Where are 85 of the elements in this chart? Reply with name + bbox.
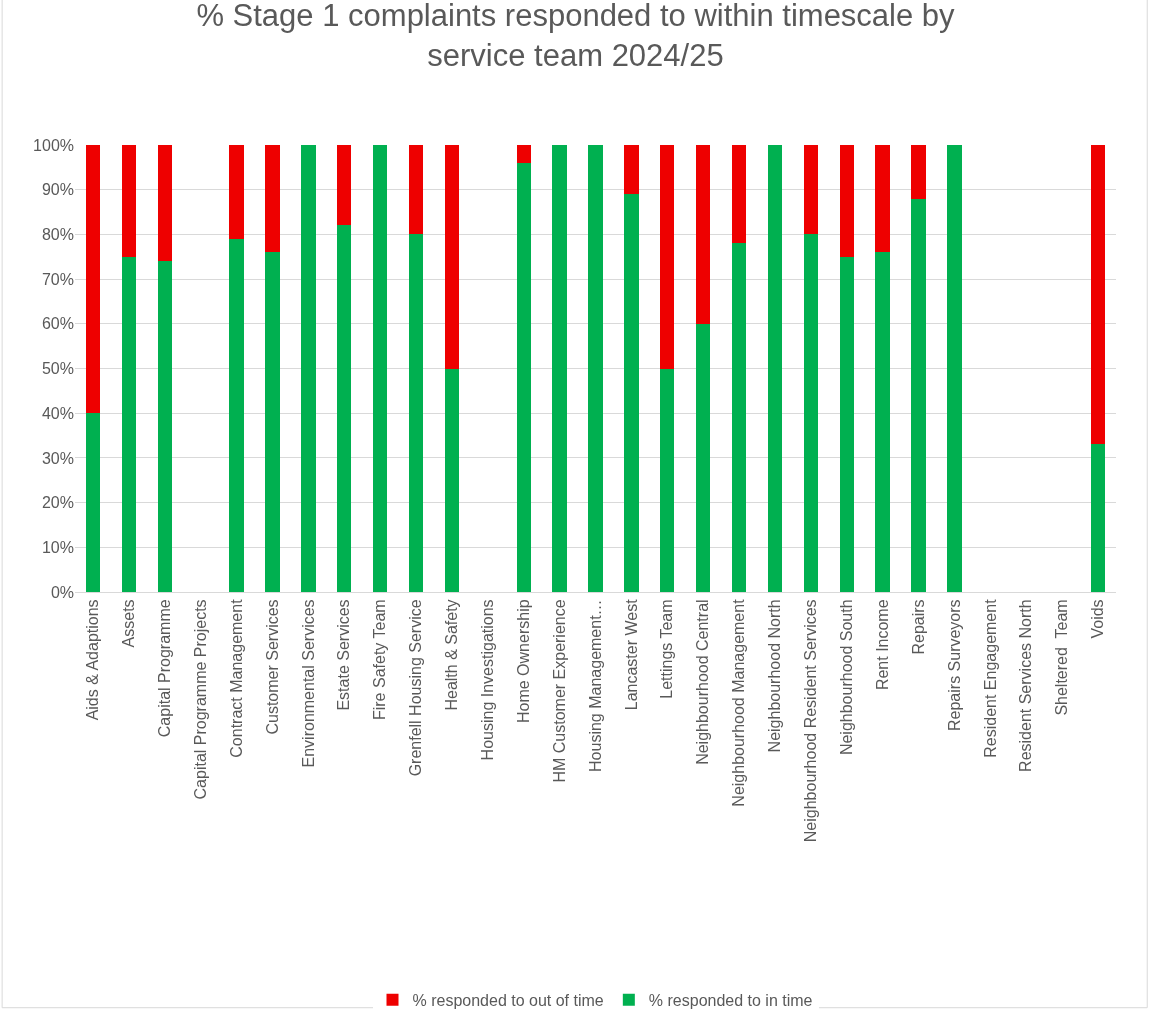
bar: [337, 225, 352, 592]
x-tick-label: Neighbourhood South: [837, 599, 855, 756]
x-tick-label: Neighbourhood Management: [730, 598, 748, 807]
bar: [516, 145, 531, 163]
x-tick-label: Grenfell Housing Service: [407, 599, 425, 777]
y-tick-label: 100%: [33, 136, 74, 154]
bar: [767, 145, 783, 592]
y-tick-label: 40%: [41, 404, 74, 422]
x-tick-label: Health & Safety: [443, 599, 461, 711]
x-tick-label: Rent Income: [873, 599, 891, 691]
bar: [408, 234, 424, 592]
bar: [731, 243, 747, 592]
bar: [624, 145, 639, 195]
bar: [911, 198, 926, 592]
bar: [1090, 444, 1106, 592]
bar: [265, 145, 280, 253]
x-tick-label: Estate Services: [335, 599, 353, 711]
bar: [696, 145, 711, 324]
bar: [624, 194, 639, 592]
bar: [552, 145, 567, 592]
legend-label: % responded to out of time: [412, 991, 604, 1009]
bar: [85, 413, 101, 592]
bar: [660, 145, 675, 369]
x-tick-label: Capital Programme Projects: [191, 599, 209, 800]
bar: [875, 145, 890, 253]
bar: [1090, 145, 1106, 445]
y-tick-label: 80%: [41, 226, 74, 243]
chart-title: % Stage 1 complaints responded to within timescale by service team 2024/25: [196, 0, 956, 73]
x-tick-label: Fire Safety Team: [371, 599, 389, 721]
bar: [85, 145, 101, 414]
x-tick-label: Lancaster West: [622, 598, 640, 711]
x-tick-label: Aids & Adaptions: [84, 599, 102, 721]
bar: [588, 145, 603, 592]
bar: [337, 145, 352, 226]
x-tick-label: Resident Services North: [1017, 599, 1035, 772]
bar: [301, 145, 316, 592]
y-tick-label: 70%: [41, 270, 74, 288]
bar: [157, 261, 172, 592]
x-tick-label: Contract Management: [227, 598, 245, 758]
bar: [839, 256, 854, 592]
x-tick-label: Neighbourhood Resident Services: [802, 599, 820, 843]
bar: [696, 323, 711, 592]
x-tick-label: Housing Investigations: [479, 599, 497, 761]
bar: [157, 145, 172, 262]
y-tick-label: 10%: [41, 538, 74, 556]
bar: [911, 145, 926, 199]
x-tick-label: Capital Programme: [155, 599, 173, 738]
x-tick-label: Home Ownership: [514, 599, 532, 724]
y-tick-label: 50%: [41, 360, 74, 378]
bar: [947, 145, 962, 592]
bar: [229, 145, 244, 239]
bar: [803, 145, 819, 235]
x-tick-label: Voids: [1089, 599, 1107, 639]
bar: [444, 368, 460, 592]
bar: [803, 234, 819, 592]
x-tick-label: Sheltered Team: [1053, 599, 1071, 716]
bar: [875, 252, 890, 592]
x-tick-label: Environmental Services: [299, 599, 317, 768]
bar: [265, 252, 280, 592]
bar: [121, 145, 137, 257]
legend-label: % responded to in time: [648, 991, 813, 1009]
x-tick-label: Neighbourhood North: [766, 599, 784, 753]
x-tick-label: Assets: [120, 599, 138, 648]
bar: [660, 368, 675, 592]
bar: [731, 145, 747, 244]
x-tick-label: Housing Management…: [586, 599, 604, 772]
x-tick-label: Lettings Team: [658, 599, 676, 699]
bar: [372, 145, 388, 592]
x-tick-label: Repairs: [909, 599, 927, 655]
x-tick-label: Neighbourhood Central: [694, 599, 712, 765]
x-tick-label: Repairs Surveyors: [945, 599, 963, 732]
y-tick-label: 30%: [41, 449, 74, 467]
y-tick-label: 90%: [41, 181, 74, 199]
bar: [229, 238, 244, 592]
bar: [408, 145, 424, 235]
bar: [839, 145, 854, 257]
bar: [444, 145, 460, 369]
y-tick-label: 60%: [41, 315, 74, 333]
x-tick-label: HM Customer Experience: [550, 599, 568, 783]
x-tick-label: Customer Services: [263, 599, 281, 735]
x-tick-label: Resident Engagement: [981, 598, 999, 758]
bar: [121, 256, 137, 592]
bar: [516, 162, 531, 592]
y-tick-label: 0%: [50, 583, 74, 601]
y-tick-label: 20%: [41, 494, 74, 512]
